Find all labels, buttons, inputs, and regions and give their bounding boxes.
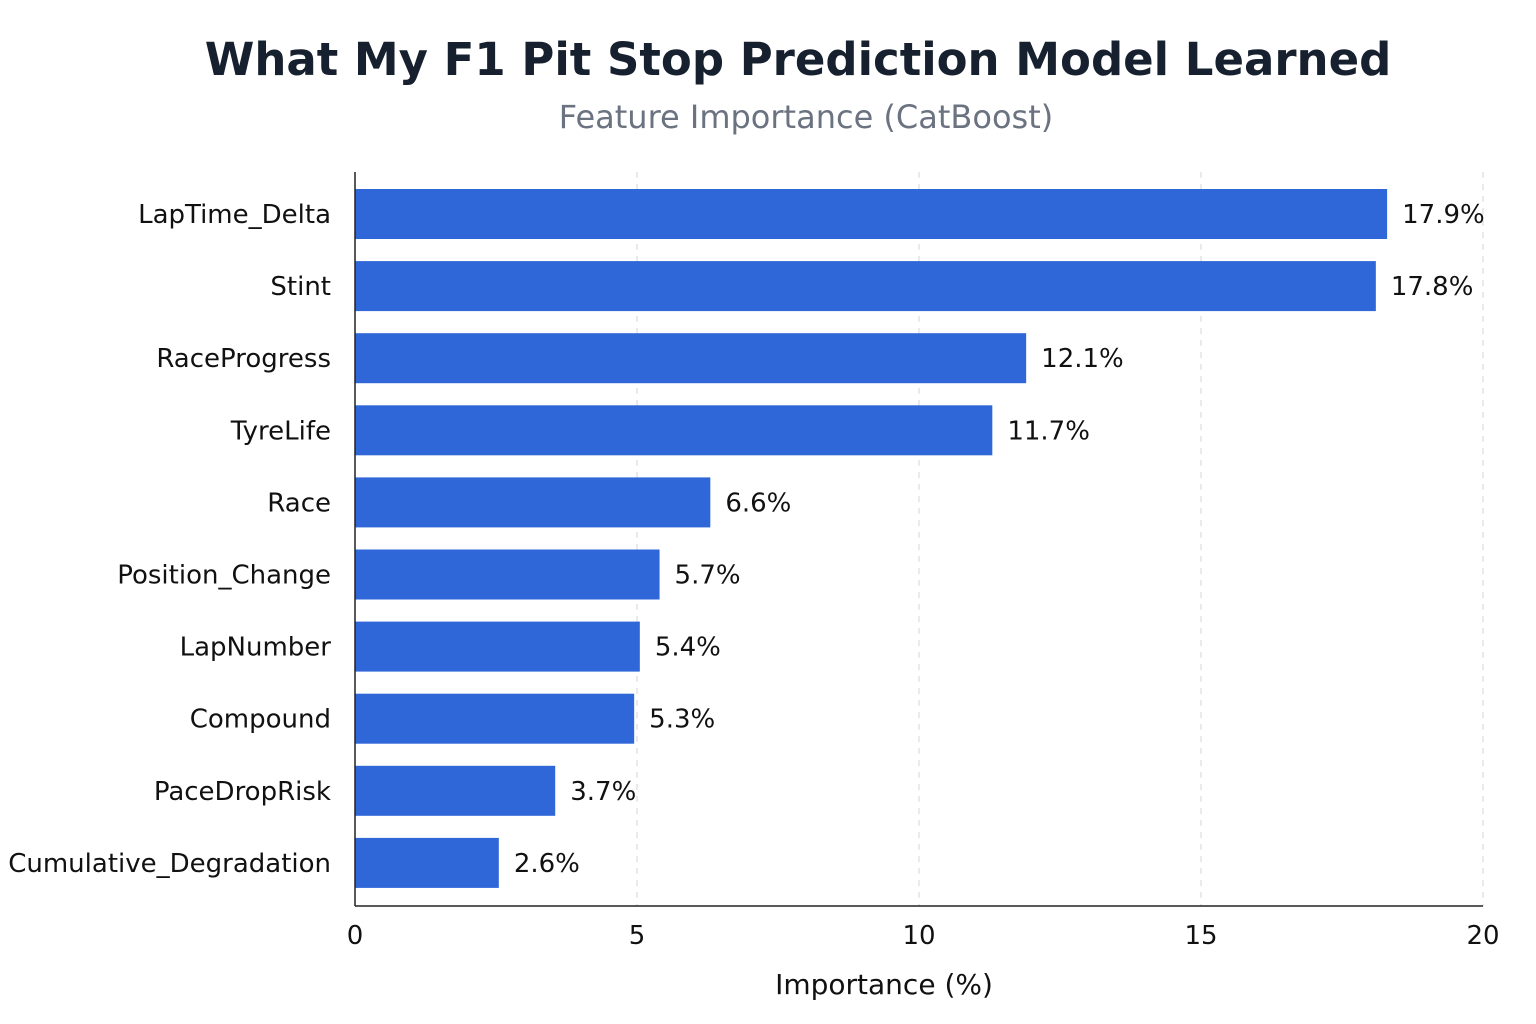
category-label: LapTime_Delta xyxy=(138,200,331,230)
x-tick-label: 5 xyxy=(629,921,646,951)
bar xyxy=(355,837,499,888)
category-label: Position_Change xyxy=(117,561,331,591)
category-label: RaceProgress xyxy=(156,344,331,374)
x-tick-label: 15 xyxy=(1184,921,1217,951)
bar xyxy=(355,333,1027,384)
bar xyxy=(355,261,1376,312)
bar xyxy=(355,477,711,528)
bar xyxy=(355,549,660,600)
value-label: 5.7% xyxy=(675,561,741,591)
x-axis-label: Importance (%) xyxy=(775,968,993,1001)
category-label: PaceDropRisk xyxy=(154,777,331,807)
category-label: Compound xyxy=(190,705,331,735)
bar xyxy=(355,405,993,456)
bars xyxy=(355,189,1388,888)
value-label: 12.1% xyxy=(1041,344,1124,374)
value-label: 3.7% xyxy=(570,777,636,807)
value-label: 5.4% xyxy=(655,633,721,663)
chart-title: What My F1 Pit Stop Prediction Model Lea… xyxy=(205,33,1392,86)
labels: LapTime_Delta 17.9% Stint 17.8% RaceProgress… xyxy=(8,200,1485,879)
category-label: Race xyxy=(267,488,331,518)
x-tick-label: 20 xyxy=(1466,921,1499,951)
category-label: Stint xyxy=(270,272,331,302)
category-label: LapNumber xyxy=(180,633,332,663)
category-label: Cumulative_Degradation xyxy=(8,849,331,879)
value-label: 6.6% xyxy=(725,488,791,518)
bar xyxy=(355,621,640,672)
bar xyxy=(355,765,556,816)
bar xyxy=(355,693,635,744)
category-label: TyreLife xyxy=(230,416,331,446)
bar xyxy=(355,189,1388,239)
value-label: 11.7% xyxy=(1007,416,1090,446)
x-tick-label: 0 xyxy=(347,921,364,951)
x-tick-label: 10 xyxy=(902,921,935,951)
axes: 0 5 10 15 20 xyxy=(347,172,1500,951)
value-label: 5.3% xyxy=(649,705,715,735)
value-label: 17.9% xyxy=(1402,200,1485,230)
value-label: 2.6% xyxy=(514,849,580,879)
value-label: 17.8% xyxy=(1391,272,1474,302)
chart-subtitle: Feature Importance (CatBoost) xyxy=(559,98,1053,136)
